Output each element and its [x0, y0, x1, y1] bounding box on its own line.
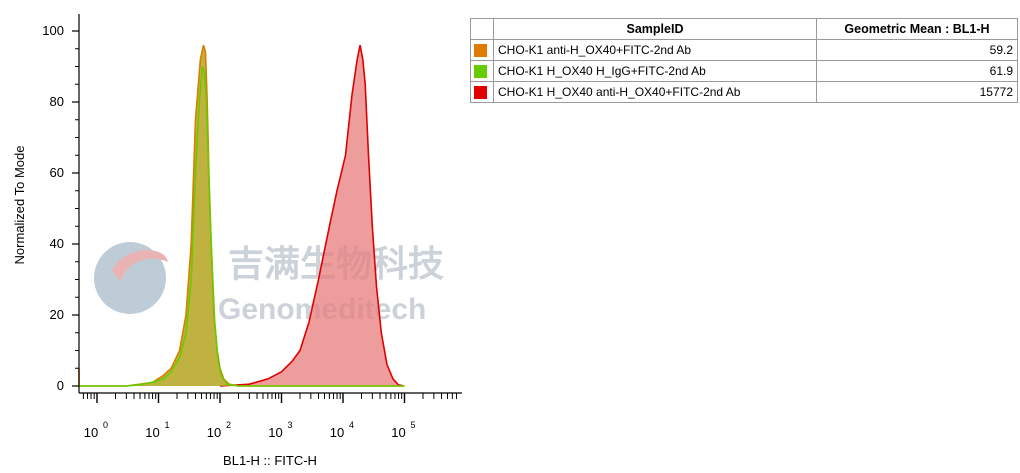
watermark-logo-swirl-icon: [112, 250, 168, 282]
legend-row-name: CHO-K1 H_OX40 H_IgG+FITC-2nd Ab: [493, 60, 817, 82]
y-tick-label: 40: [50, 236, 64, 251]
legend-header-row: SampleID Geometric Mean : BL1-H: [470, 18, 1018, 40]
legend-row-value: 59.2: [816, 39, 1018, 61]
x-tick-exponent: 2: [226, 420, 231, 430]
legend-row-value: 15772: [816, 81, 1018, 103]
legend-row-value: 61.9: [816, 60, 1018, 82]
y-tick-label: 60: [50, 165, 64, 180]
legend-swatch-cell: [470, 60, 494, 82]
legend-swatch-green: [474, 64, 487, 78]
x-tick-exponent: 5: [411, 420, 416, 430]
x-tick-label: 10: [84, 425, 98, 440]
y-tick-label: 80: [50, 94, 64, 109]
legend-header-sample: SampleID: [493, 18, 817, 40]
legend-swatch-cell: [470, 39, 494, 61]
legend-row: CHO-K1 H_OX40 H_IgG+FITC-2nd Ab 61.9: [470, 60, 1018, 82]
y-ticks: 0 20 40 60 80 100: [42, 23, 79, 393]
legend-header-value: Geometric Mean : BL1-H: [816, 18, 1018, 40]
legend-swatch-cell: [470, 81, 494, 103]
x-ticks: 10 0 10 1 10 2 10 3 10 4 10 5: [82, 393, 457, 440]
legend-table: SampleID Geometric Mean : BL1-H CHO-K1 a…: [470, 18, 1018, 103]
x-tick-exponent: 0: [103, 420, 108, 430]
x-tick-label: 10: [207, 425, 221, 440]
legend-row: CHO-K1 anti-H_OX40+FITC-2nd Ab 59.2: [470, 39, 1018, 61]
legend-swatch-red: [474, 85, 487, 99]
y-tick-label: 20: [50, 307, 64, 322]
series-layer: [78, 44, 405, 387]
y-axis-label: Normalized To Mode: [12, 146, 27, 265]
series-line-2: [219, 45, 405, 387]
watermark-logo-icon: [94, 242, 166, 314]
y-tick-label: 0: [57, 378, 64, 393]
x-tick-exponent: 1: [165, 420, 170, 430]
series-line-1: [79, 66, 405, 387]
legend-row-name: CHO-K1 anti-H_OX40+FITC-2nd Ab: [493, 39, 817, 61]
x-tick-label: 10: [145, 425, 159, 440]
legend-swatch-orange: [474, 43, 487, 57]
watermark: 吉满生物科技 Genomeditech: [94, 242, 444, 326]
legend-header-swatch: [470, 18, 494, 40]
series-area-2: [220, 45, 405, 386]
x-axis-label: BL1-H :: FITC-H: [223, 453, 317, 468]
x-tick-label: 10: [391, 425, 405, 440]
y-tick-label: 100: [42, 23, 64, 38]
legend-row-name: CHO-K1 H_OX40 anti-H_OX40+FITC-2nd Ab: [493, 81, 817, 103]
x-tick-label: 10: [330, 425, 344, 440]
x-tick-exponent: 3: [288, 420, 293, 430]
x-tick-exponent: 4: [349, 420, 354, 430]
x-tick-label: 10: [268, 425, 282, 440]
legend-row: CHO-K1 H_OX40 anti-H_OX40+FITC-2nd Ab 15…: [470, 81, 1018, 103]
